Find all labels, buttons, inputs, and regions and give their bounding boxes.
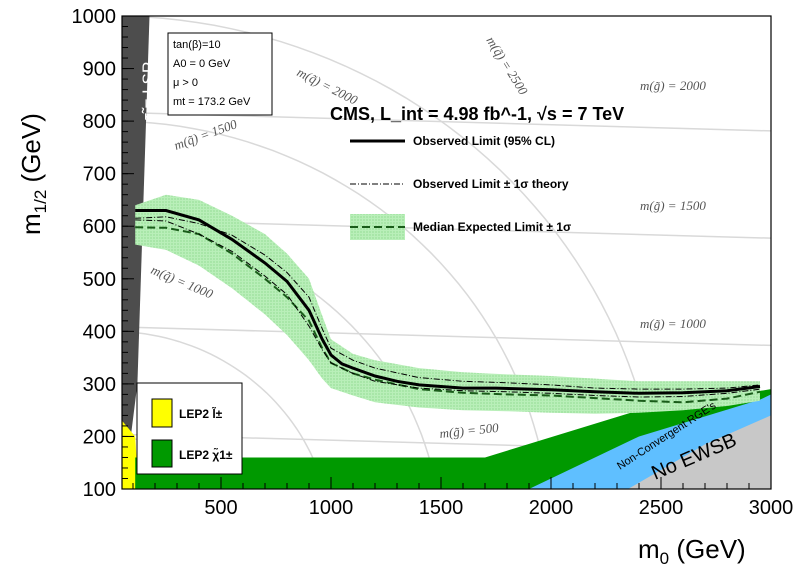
lep2-legend: LEP2 l̃± LEP2 χ̃1±	[136, 382, 243, 475]
legend-label-observed: Observed Limit (95% CL)	[413, 134, 555, 148]
y-tick-label: 900	[83, 59, 116, 81]
legend-label-expected: Median Expected Limit ± 1σ	[413, 220, 571, 234]
legend-label-observed-theory: Observed Limit ± 1σ theory	[413, 177, 569, 191]
lep2-chargino-swatch	[151, 439, 173, 468]
x-tick-label: 2500	[639, 497, 684, 519]
expected-limit-line	[135, 226, 761, 404]
contour-label-gluino-1500: m(g̃) = 1500	[640, 198, 706, 213]
gluino-contour	[122, 111, 771, 132]
y-tick-label: 300	[83, 374, 116, 396]
x-tick-label: 500	[204, 497, 237, 519]
y-tick-label: 500	[83, 269, 116, 291]
lep2-slepton-region	[122, 420, 139, 489]
y-tick-label: 600	[83, 216, 116, 238]
plot-frame	[121, 15, 772, 490]
observed-theory-line	[135, 219, 761, 398]
observed-theory-line	[135, 216, 761, 390]
lep2-slepton-label: LEP2 l̃±	[179, 406, 223, 421]
x-tick-label: 2000	[529, 497, 574, 519]
x-tick-label: 3000	[749, 497, 794, 519]
x-axis-title: m0 (GeV)	[638, 534, 746, 567]
contour-label-gluino-2000: m(g̃) = 2000	[640, 78, 706, 93]
y-tick-label: 100	[83, 479, 116, 501]
param-mu: μ > 0	[173, 77, 198, 89]
param-tanbeta: tan(β)=10	[173, 39, 221, 51]
limit-lines	[135, 209, 761, 404]
y-axis-title: m1/2 (GeV)	[16, 113, 50, 235]
y-tick-label: 700	[83, 164, 116, 186]
contour-label-gluino-1000: m(g̃) = 1000	[640, 316, 706, 331]
squark-contour	[122, 120, 549, 489]
observed-limit-line	[135, 209, 761, 395]
cms-title: CMS, L_int = 4.98 fb^-1, √s = 7 TeV	[330, 104, 624, 124]
lep2-chargino-label: LEP2 χ̃1±	[179, 447, 233, 462]
no-ewsb-region	[628, 415, 771, 489]
legend: Observed Limit (95% CL) Observed Limit ±…	[350, 134, 571, 240]
stau-lsp-label: τ̃ = LSP	[139, 62, 158, 120]
y-tick-label: 800	[83, 111, 116, 133]
parameter-box-frame	[167, 32, 273, 116]
excluded-regions	[122, 16, 771, 489]
param-mt: mt = 173.2 GeV	[173, 96, 251, 108]
y-tick-label: 1000	[72, 6, 117, 28]
contour-label-gluino-500: m(g̃) = 500	[439, 420, 500, 441]
parameter-box: tan(β)=10 A0 = 0 GeV μ > 0 mt = 173.2 Ge…	[167, 32, 273, 116]
x-tick-label: 1500	[419, 497, 464, 519]
x-tick-label: 1000	[309, 497, 354, 519]
y-axis: 100 200 300 400 500 600 700 800 900 1000	[72, 6, 134, 501]
gluino-contour	[122, 326, 771, 347]
y-tick-label: 200	[83, 426, 116, 448]
lep2-slepton-swatch	[151, 398, 173, 428]
x-axis: 500 1000 1500 2000 2500 3000	[132, 477, 794, 519]
param-a0: A0 = 0 GeV	[173, 58, 231, 70]
y-tick-label: 400	[83, 321, 116, 343]
